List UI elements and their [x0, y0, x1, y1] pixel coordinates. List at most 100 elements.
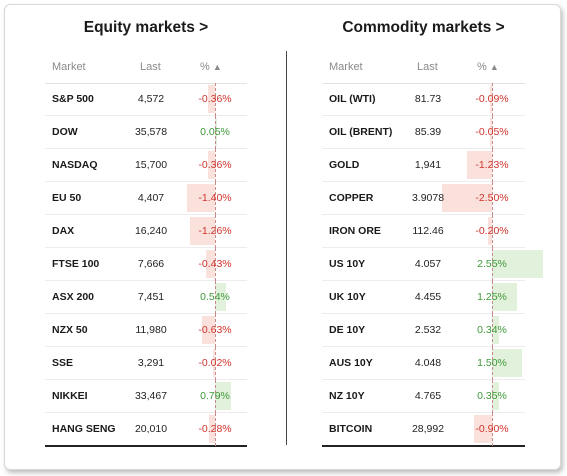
change-bar	[189, 217, 215, 245]
table-row[interactable]: NIKKEI 33,467 0.79%	[45, 380, 247, 413]
table-row[interactable]: DAX 16,240 -1.26%	[45, 215, 247, 248]
market-name: NZ 10Y	[329, 390, 365, 402]
market-name: UK 10Y	[329, 291, 366, 303]
percent-change: -0.36%	[198, 93, 232, 105]
last-value: 16,240	[134, 225, 168, 237]
table-row[interactable]: OIL (BRENT) 85.39 -0.05%	[322, 116, 525, 149]
change-bar	[474, 415, 492, 443]
market-name: OIL (WTI)	[329, 93, 376, 105]
sort-ascending-icon: ▲	[212, 62, 222, 72]
table-row[interactable]: AUS 10Y 4.048 1.50%	[322, 347, 525, 380]
table-row[interactable]: ASX 200 7,451 0.54%	[45, 281, 247, 314]
last-value: 3,291	[137, 357, 165, 369]
market-name: NZX 50	[52, 324, 88, 336]
zero-line	[492, 83, 493, 116]
equity-table-body: S&P 500 4,572 -0.36% DOW 35,578 0.05% NASDAQ 15…	[45, 83, 247, 447]
market-name: IRON ORE	[329, 225, 381, 237]
table-row[interactable]: GOLD 1,941 -1.23%	[322, 149, 525, 182]
table-row[interactable]: EU 50 4,407 -1.40%	[45, 182, 247, 215]
equity-table-header: Market Last % ▲	[45, 55, 247, 84]
market-name: US 10Y	[329, 258, 366, 270]
table-row[interactable]: UK 10Y 4.455 1.25%	[322, 281, 525, 314]
last-value: 4,407	[137, 192, 165, 204]
table-row[interactable]: S&P 500 4,572 -0.36%	[45, 83, 247, 116]
table-row[interactable]: FTSE 100 7,666 -0.43%	[45, 248, 247, 281]
commodity-markets-link[interactable]: Commodity markets >	[342, 19, 505, 36]
sort-ascending-icon: ▲	[489, 62, 499, 72]
table-row[interactable]: COPPER 3.9078 -2.50%	[322, 182, 525, 215]
market-name: S&P 500	[52, 93, 94, 105]
zero-line	[492, 116, 493, 149]
table-row[interactable]: OIL (WTI) 81.73 -0.09%	[322, 83, 525, 116]
percent-change: 2.55%	[477, 258, 507, 270]
panel-divider	[286, 51, 287, 445]
change-bar	[488, 217, 492, 245]
percent-change: -0.20%	[475, 225, 509, 237]
change-bar	[490, 85, 492, 113]
zero-line	[492, 314, 493, 347]
percent-change: -2.50%	[475, 192, 509, 204]
percent-change: -1.23%	[475, 159, 509, 171]
table-row[interactable]: DOW 35,578 0.05%	[45, 116, 247, 149]
percent-change: 0.05%	[200, 126, 230, 138]
table-row[interactable]: NZ 10Y 4.765 0.35%	[322, 380, 525, 413]
last-value: 7,666	[137, 258, 165, 270]
zero-line	[492, 347, 493, 380]
percent-change: 0.34%	[477, 324, 507, 336]
market-name: FTSE 100	[52, 258, 100, 270]
table-row[interactable]: US 10Y 4.057 2.55%	[322, 248, 543, 281]
market-name: DAX	[52, 225, 75, 237]
percent-change: -0.43%	[198, 258, 232, 270]
change-bar	[209, 415, 215, 443]
market-name: COPPER	[329, 192, 374, 204]
change-bar	[492, 349, 522, 377]
percent-change: -1.40%	[198, 192, 232, 204]
zero-line	[215, 215, 216, 248]
market-name: NIKKEI	[52, 390, 88, 402]
last-value: 28,992	[411, 423, 445, 435]
zero-line	[215, 413, 216, 446]
pct-column-header[interactable]: % ▲	[477, 61, 499, 73]
zero-line	[215, 149, 216, 182]
table-row[interactable]: IRON ORE 112.46 -0.20%	[322, 215, 525, 248]
last-value: 11,980	[135, 324, 167, 336]
percent-change: -0.63%	[198, 324, 232, 336]
last-value: 85.39	[414, 126, 442, 138]
percent-change: 0.79%	[200, 390, 230, 402]
last-column-header[interactable]: Last	[140, 61, 161, 73]
table-row[interactable]: DE 10Y 2.532 0.34%	[322, 314, 525, 347]
last-value: 2.532	[414, 324, 442, 336]
table-row[interactable]: BITCOIN 28,992 -0.90%	[322, 413, 525, 447]
last-value: 1,941	[414, 159, 442, 171]
market-column-header[interactable]: Market	[52, 61, 86, 73]
market-column-header[interactable]: Market	[329, 61, 363, 73]
equity-markets-link[interactable]: Equity markets >	[83, 19, 209, 36]
percent-change: -0.90%	[475, 423, 509, 435]
zero-line	[492, 215, 493, 248]
market-name: BITCOIN	[329, 423, 373, 435]
commodity-table-body: OIL (WTI) 81.73 -0.09% OIL (BRENT) 85.39 -0.0…	[322, 83, 543, 447]
market-name: GOLD	[329, 159, 360, 171]
commodity-table-header: Market Last % ▲	[322, 55, 525, 84]
last-column-header[interactable]: Last	[417, 61, 438, 73]
percent-change: -0.05%	[475, 126, 509, 138]
zero-line	[215, 116, 216, 149]
pct-label: %	[200, 61, 213, 73]
last-value: 15,700	[134, 159, 168, 171]
market-name: DE 10Y	[329, 324, 366, 336]
market-name: ASX 200	[52, 291, 95, 303]
last-value: 4,572	[137, 93, 165, 105]
pct-column-header[interactable]: % ▲	[200, 61, 222, 73]
change-bar	[492, 250, 543, 278]
table-row[interactable]: NASDAQ 15,700 -0.36%	[45, 149, 247, 182]
table-row[interactable]: NZX 50 11,980 -0.63%	[45, 314, 247, 347]
zero-line	[215, 182, 216, 215]
zero-line	[492, 281, 493, 314]
zero-line	[215, 380, 216, 413]
change-bar	[207, 151, 215, 179]
last-value: 35,578	[134, 126, 168, 138]
table-row[interactable]: HANG SENG 20,010 -0.28%	[45, 413, 247, 447]
zero-line	[492, 413, 493, 446]
zero-line	[215, 314, 216, 347]
table-row[interactable]: SSE 3,291 -0.02%	[45, 347, 247, 380]
